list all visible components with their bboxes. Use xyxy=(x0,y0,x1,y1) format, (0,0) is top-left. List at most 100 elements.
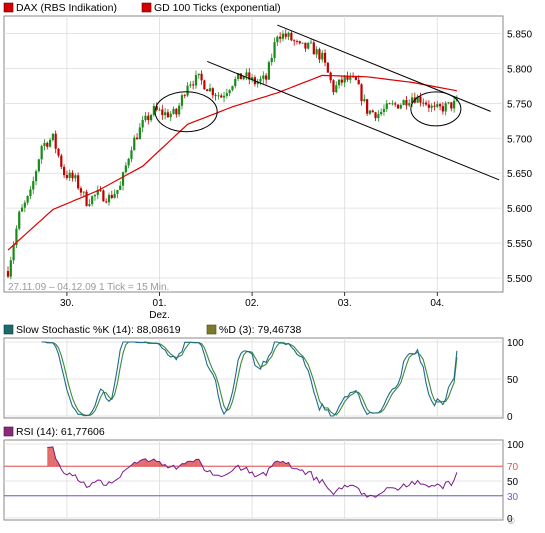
moving-average-line xyxy=(7,74,458,251)
rsi-overbought-segment xyxy=(187,461,191,467)
price-info-text: 27.11.09 – 04.12.09 1 Tick = 15 Min. xyxy=(8,282,169,293)
price-candle-body xyxy=(99,189,102,191)
price-candle-body xyxy=(385,103,388,110)
price-candle-body xyxy=(197,73,200,76)
price-candle-body xyxy=(436,104,439,107)
price-candle-body xyxy=(102,190,105,202)
rsi-overbought-segment xyxy=(145,458,149,467)
price-candle-body xyxy=(9,260,12,277)
price-y-tick-label: 5.650 xyxy=(507,169,532,180)
price-candle-body xyxy=(34,171,38,182)
price-candle-body xyxy=(113,193,116,198)
price-candle-body xyxy=(54,133,57,149)
price-candle-body xyxy=(211,88,214,96)
price-y-axis: 5.850 5.800 5.750 5.700 5.650 5.600 5.550 5.500 xyxy=(507,29,532,285)
price-candle-body xyxy=(141,120,144,128)
price-overlays xyxy=(154,24,500,181)
trend-channel-lower xyxy=(207,60,500,181)
price-candle-body xyxy=(259,78,262,82)
price-candle-body xyxy=(222,95,226,98)
price-candle-body xyxy=(82,191,85,193)
price-candle-body xyxy=(363,99,366,102)
price-candle-body xyxy=(152,106,155,115)
rsi-line xyxy=(47,446,458,498)
legend-label-ma: GD 100 Ticks (exponential) xyxy=(154,2,281,14)
price-candle-body xyxy=(416,96,419,103)
price-candle-body xyxy=(15,228,18,245)
price-candle-body xyxy=(234,78,237,87)
price-x-tick-label: 04. xyxy=(430,298,444,309)
price-candle-body xyxy=(388,103,391,105)
price-candle-body xyxy=(180,95,184,106)
price-candle-body xyxy=(231,86,234,91)
price-candle-body xyxy=(236,73,240,79)
legend-label-k: Slow Stochastic %K (14): 88,08619 xyxy=(16,324,181,336)
price-candle-body xyxy=(127,158,130,166)
price-x-tick-label: 30. xyxy=(60,298,74,309)
rsi-y-tick-label: 100 xyxy=(507,440,524,451)
price-candle-body xyxy=(149,114,153,121)
price-candle-body xyxy=(301,42,304,44)
price-candle-body xyxy=(147,115,150,121)
price-candle-body xyxy=(18,211,21,229)
price-candle-body xyxy=(110,194,113,198)
rsi-legend: RSI (14): 61,77606 xyxy=(3,426,105,438)
price-x-sublabel: Dez. xyxy=(149,310,170,321)
price-candle-body xyxy=(208,88,212,92)
price-candle-body xyxy=(169,113,172,118)
highlight-ellipse-2 xyxy=(410,91,462,127)
price-candle-body xyxy=(318,49,321,60)
rsi-overbought-segment xyxy=(190,461,194,467)
price-y-tick-label: 5.850 xyxy=(507,29,532,40)
legend-label-d: %D (3): 79,46738 xyxy=(219,324,301,336)
legend-swatch-d xyxy=(206,324,217,335)
price-x-tick-label: 03. xyxy=(338,298,352,309)
price-candle-body xyxy=(206,89,209,92)
stoch-grid xyxy=(4,338,503,418)
rsi-overbought-segment xyxy=(142,458,146,467)
rsi-overbought-segment xyxy=(137,460,140,467)
price-candle-body xyxy=(321,52,324,60)
price-candle-body xyxy=(419,96,422,103)
price-candle-body xyxy=(48,139,52,147)
legend-swatch-k xyxy=(3,324,14,335)
rsi-overbought-segment xyxy=(193,459,196,467)
price-candle-body xyxy=(312,42,315,55)
price-candle-body xyxy=(183,95,186,97)
price-candle-body xyxy=(225,93,228,96)
price-candle-body xyxy=(326,62,329,73)
rsi-overbought-segment xyxy=(139,459,143,467)
price-candle-body xyxy=(63,166,66,176)
price-candle-body xyxy=(93,194,97,197)
price-candle-body xyxy=(135,137,139,140)
price-candle-body xyxy=(23,202,26,208)
price-candle-body xyxy=(32,181,35,190)
price-candle-body xyxy=(438,104,442,107)
price-x-axis: 30. 01. 02. 03. 04. Dez. xyxy=(60,292,444,321)
price-candle-body xyxy=(287,32,290,37)
price-candle-body xyxy=(295,41,299,43)
price-candle-body xyxy=(250,77,254,80)
price-candle-body xyxy=(20,207,24,212)
rsi-overbought-segment xyxy=(181,463,185,467)
legend-label-rsi: RSI (14): 61,77606 xyxy=(16,426,105,438)
stoch-plot-bg xyxy=(3,337,504,419)
price-y-tick-label: 5.500 xyxy=(507,274,532,285)
price-candle-body xyxy=(107,194,111,203)
price-candle-body xyxy=(119,185,122,190)
price-candle-body xyxy=(186,85,189,96)
rsi-overbought-segment xyxy=(156,461,160,467)
price-candle-body xyxy=(399,104,402,109)
trend-channel-upper xyxy=(277,24,491,112)
price-candle-body xyxy=(71,172,74,179)
stoch-y-tick-label: 50 xyxy=(507,375,519,386)
price-candles xyxy=(6,29,459,280)
price-candle-body xyxy=(144,115,147,121)
price-candle-body xyxy=(245,72,248,77)
price-candle-body xyxy=(394,103,397,105)
price-candle-body xyxy=(29,189,32,196)
rsi-y-tick-label: 50 xyxy=(507,477,519,488)
stoch-legend: Slow Stochastic %K (14): 88,08619 %D (3)… xyxy=(3,324,301,336)
price-candle-body xyxy=(380,111,383,115)
